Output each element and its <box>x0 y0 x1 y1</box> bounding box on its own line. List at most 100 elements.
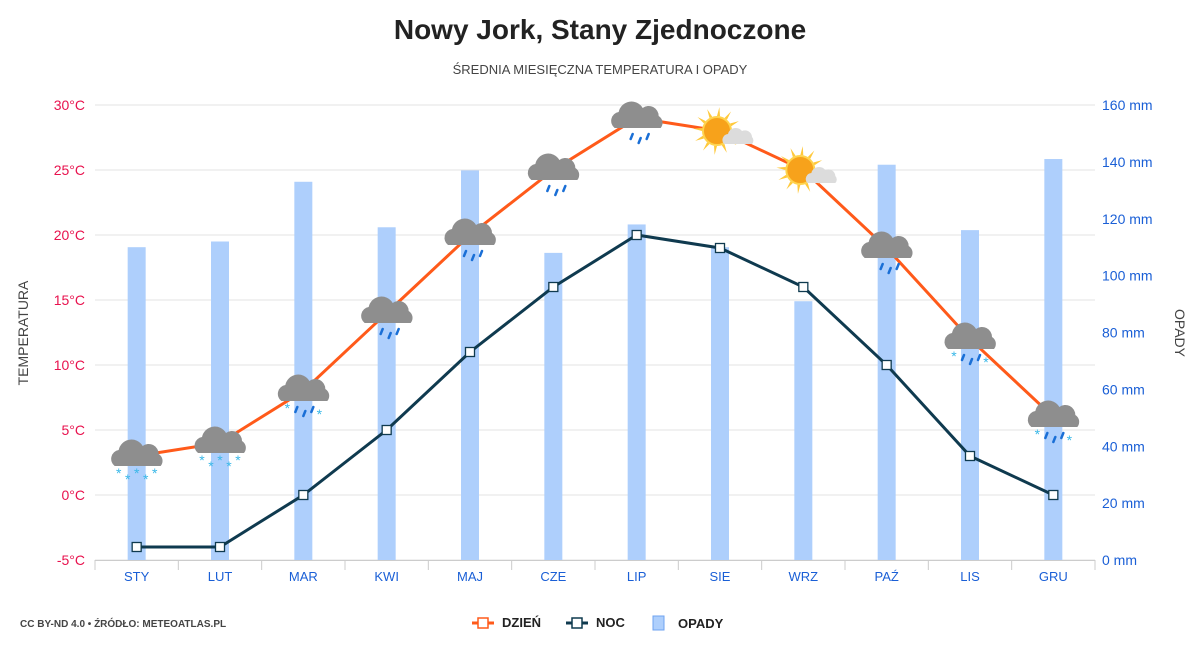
precip-bar <box>627 224 646 560</box>
legend-day-label: DZIEŃ <box>502 615 541 630</box>
x-tick-label: STY <box>124 569 150 584</box>
cloud-shape <box>194 426 246 453</box>
y-tick-right: 140 mm <box>1102 154 1153 170</box>
sun-ray <box>790 148 796 158</box>
chart-subtitle: ŚREDNIA MIESIĘCZNA TEMPERATURA I OPADY <box>452 62 748 77</box>
cloud-shape <box>861 231 913 258</box>
y-tick-right: 20 mm <box>1102 495 1145 511</box>
precip-bar <box>1044 159 1063 560</box>
raindrop <box>1060 431 1065 440</box>
precip-bar <box>211 241 229 560</box>
sun-ray <box>707 109 713 119</box>
raindrop <box>1052 435 1057 444</box>
raindrop <box>562 184 567 193</box>
raindrop <box>960 353 966 362</box>
raindrop <box>470 253 476 262</box>
y-tick-right: 160 mm <box>1102 97 1153 113</box>
snowflake: * <box>143 471 149 487</box>
sun-ray <box>778 174 788 180</box>
y-tick-left: 15°C <box>54 292 85 308</box>
snowflake: * <box>208 458 214 474</box>
y-tick-left: 0°C <box>62 487 86 503</box>
cloud-sleet-icon: * * <box>1027 400 1080 448</box>
raindrop <box>629 132 634 141</box>
precip-legend-icon <box>652 615 665 631</box>
cloud-shape <box>944 322 996 349</box>
cloud-rain-icon <box>361 296 413 340</box>
night-point <box>714 242 726 254</box>
snowflake: * <box>1035 426 1041 442</box>
chart-title: Nowy Jork, Stany Zjednoczone <box>393 14 807 45</box>
sun-ray <box>695 135 705 141</box>
snowflake: * <box>134 465 140 481</box>
sun-ray <box>724 111 732 120</box>
snowflake: * <box>1067 432 1073 448</box>
legend-day[interactable]: DZIEŃ <box>472 615 541 630</box>
snowflake: * <box>317 406 323 422</box>
cloud-shape <box>444 218 496 245</box>
precip-bar <box>794 301 813 560</box>
sun-ray <box>702 142 710 151</box>
sun-cloud-icon <box>693 107 754 155</box>
legend-precip-label: OPADY <box>678 615 724 631</box>
sun-ray <box>717 107 720 117</box>
night-point <box>381 424 392 436</box>
raindrop <box>478 249 484 258</box>
snowflake: * <box>152 465 158 481</box>
x-tick-label: WRZ <box>789 569 819 584</box>
y-tick-right: 40 mm <box>1102 438 1145 454</box>
precip-bar <box>461 170 479 560</box>
night-point <box>1048 489 1059 501</box>
legend-night[interactable]: NOC <box>566 615 625 630</box>
raindrop <box>387 331 392 340</box>
raindrop <box>462 249 468 258</box>
precip-bar <box>961 230 979 560</box>
sun-ray <box>780 155 790 163</box>
raindrop <box>310 405 315 414</box>
cloud-snow-icon: * * * * * <box>111 439 163 487</box>
y-axis-label-left: TEMPERATURA <box>15 280 31 385</box>
night-legend-icon <box>566 616 588 629</box>
y-tick-left: 5°C <box>62 422 86 438</box>
precip-bar <box>711 247 729 560</box>
sun-cloud-icon <box>776 146 837 194</box>
sun-ray <box>797 184 801 194</box>
x-tick-label: LUT <box>208 569 233 584</box>
sun-ray <box>714 145 717 155</box>
y-tick-left: 10°C <box>54 357 85 373</box>
raindrop <box>554 188 559 197</box>
y-tick-right: 60 mm <box>1102 381 1145 397</box>
snowflake: * <box>983 354 989 370</box>
sun-ray <box>697 116 706 124</box>
y-axis-label-right: OPADY <box>1172 309 1188 358</box>
day-legend-icon <box>472 616 494 629</box>
cloud-shape <box>611 101 663 128</box>
y-tick-left: 20°C <box>54 227 85 243</box>
raindrop <box>968 357 974 366</box>
raindrop <box>379 327 384 336</box>
y-tick-left: -5°C <box>57 552 85 568</box>
x-tick-label: CZE <box>540 569 566 584</box>
cloud-rain-icon <box>527 153 580 197</box>
sun-ray <box>721 143 727 153</box>
raindrop <box>637 136 642 145</box>
x-tick-label: LIS <box>960 569 980 584</box>
raindrop <box>887 266 892 275</box>
cloud-rain-icon <box>861 231 913 275</box>
raindrop <box>976 353 982 362</box>
night-point <box>214 541 226 553</box>
night-point <box>798 281 809 293</box>
cloud-snow-icon: * * * * * <box>194 426 246 474</box>
y-tick-right: 100 mm <box>1102 268 1153 284</box>
raindrop <box>294 405 299 414</box>
cloud-sleet-icon: * * <box>944 322 996 370</box>
night-point <box>548 281 559 293</box>
legend-night-label: NOC <box>596 615 625 630</box>
legend-precip[interactable]: OPADY <box>652 615 723 631</box>
cloud-shape <box>277 374 330 401</box>
night-line <box>136 233 1054 549</box>
day-line <box>136 116 1055 458</box>
night-point <box>464 346 476 358</box>
sun-ray <box>729 121 739 127</box>
